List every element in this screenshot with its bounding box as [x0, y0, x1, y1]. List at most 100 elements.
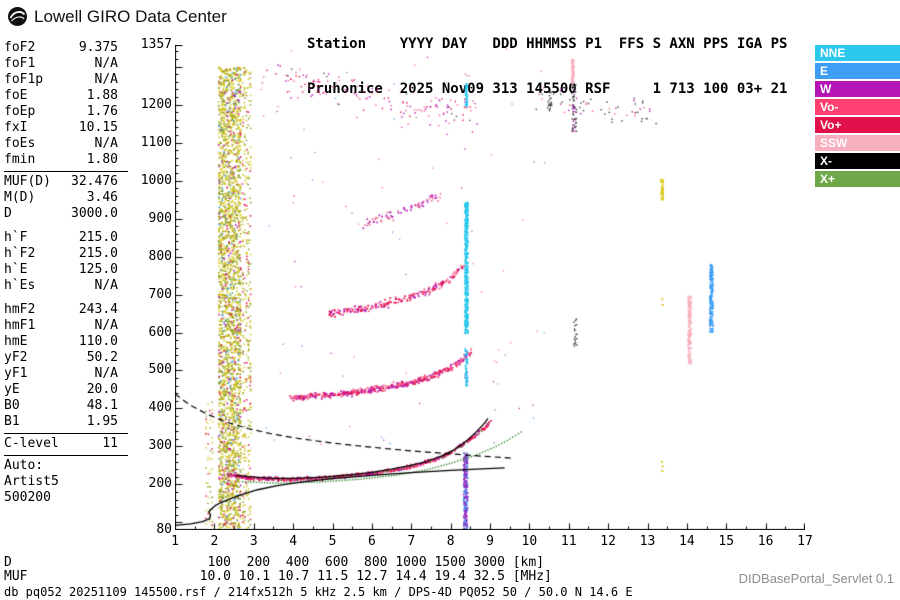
param-value: 1.95: [86, 414, 118, 429]
x-axis-label: 16: [757, 534, 774, 549]
param-separator: [4, 222, 128, 230]
param-row-fof2: foF2 9.375: [4, 40, 128, 56]
param-value: 1.80: [86, 152, 118, 167]
param-value: 215.0: [78, 230, 118, 245]
param-value: 3.46: [86, 190, 118, 205]
param-label: yF2: [4, 350, 28, 365]
param-label: 500200: [4, 490, 51, 505]
y-axis-label: 800: [148, 248, 172, 264]
x-axis-label: 15: [718, 534, 735, 549]
ionogram-canvas: [175, 45, 805, 530]
param-label: foF1: [4, 56, 36, 71]
y-axis-label: 700: [148, 286, 172, 302]
param-label: fxI: [4, 120, 28, 135]
param-label: Auto:: [4, 458, 44, 473]
x-axis-label: 1: [171, 534, 179, 549]
param-row-fmin: fmin 1.80: [4, 152, 128, 168]
y-axis-label: 1000: [140, 172, 172, 188]
x-axis-label: 12: [600, 534, 616, 549]
legend-item-x: X-: [815, 153, 900, 169]
y-axis-label: 1100: [140, 134, 172, 150]
param-label: M(D): [4, 190, 36, 205]
param-label: fmin: [4, 152, 36, 167]
param-row-artist5: Artist5: [4, 474, 128, 490]
param-row-md: M(D) 3.46: [4, 190, 128, 206]
x-axis-label: 4: [289, 534, 298, 549]
param-value: N/A: [94, 136, 118, 151]
param-value: N/A: [94, 72, 118, 87]
x-axis-label: 11: [560, 534, 577, 549]
param-label: foEs: [4, 136, 36, 151]
param-row-b1: B1 1.95: [4, 414, 128, 430]
x-axis-label: 5: [328, 534, 337, 549]
param-value: 243.4: [78, 302, 118, 317]
param-value: N/A: [94, 278, 118, 293]
x-axis-label: 2: [210, 534, 219, 549]
y-axis-label: 400: [148, 400, 172, 416]
param-row-b0: B0 48.1: [4, 398, 128, 414]
param-label: foE: [4, 88, 28, 103]
distance-row: D 100 200 400 600 800 1000 1500 3000 [km…: [4, 555, 545, 570]
param-separator: [4, 455, 128, 456]
param-row-hme: hmE 110.0: [4, 334, 128, 350]
x-axis-label: 8: [446, 534, 455, 549]
legend-item-x: X+: [815, 171, 900, 187]
param-row-yf2: yF2 50.2: [4, 350, 128, 366]
param-label: B1: [4, 414, 20, 429]
y-axis-label: 1357: [140, 37, 172, 52]
param-value: 10.15: [78, 120, 118, 135]
param-row-mufd: MUF(D) 32.476: [4, 174, 128, 190]
param-separator: [4, 433, 128, 434]
param-label: yE: [4, 382, 20, 397]
param-value: N/A: [94, 366, 118, 381]
x-axis-label: 6: [367, 534, 376, 549]
status-bar-info: db pq052 20251109 145500.rsf / 214fx512h…: [4, 585, 633, 599]
param-value: 110.0: [78, 334, 118, 349]
y-axis-label: 200: [148, 476, 172, 492]
param-row-foep: foEp 1.76: [4, 104, 128, 120]
param-value: 32.476: [71, 174, 118, 189]
y-axis-label: 1200: [140, 96, 172, 112]
param-row-clevel: C-level 11: [4, 436, 128, 452]
legend-item-nne: NNE: [815, 45, 900, 61]
param-label: h`E: [4, 262, 28, 277]
app-logo: Lowell GIRO Data Center: [7, 6, 227, 27]
x-axis-label: 17: [797, 534, 813, 549]
param-value: 50.2: [86, 350, 118, 365]
x-axis-label: 9: [486, 534, 494, 549]
giro-logo-icon: [8, 7, 27, 26]
param-label: h`Es: [4, 278, 36, 293]
x-axis-label: 3: [249, 534, 258, 549]
y-axis-label: 300: [148, 438, 172, 454]
polarization-legend: NNE E W Vo- Vo+ SSW X- X+: [815, 45, 900, 189]
y-axis-label: 900: [148, 210, 172, 226]
y-axis-label: 500: [148, 362, 172, 378]
param-row-fxi: fxI 10.15: [4, 120, 128, 136]
brand-title: Lowell GIRO Data Center: [34, 6, 227, 26]
param-separator: [4, 171, 128, 172]
param-label: hmF2: [4, 302, 36, 317]
param-row-he: h`E 125.0: [4, 262, 128, 278]
param-value: 20.0: [86, 382, 118, 397]
param-row-500200: 500200: [4, 490, 128, 506]
y-axis-label: 600: [148, 324, 172, 340]
param-label: foF2: [4, 40, 36, 55]
param-separator: [4, 294, 128, 302]
param-value: N/A: [94, 56, 118, 71]
param-row-d: D 3000.0: [4, 206, 128, 222]
param-label: foF1p: [4, 72, 44, 87]
param-label: B0: [4, 398, 20, 413]
param-row-hmf2: hmF2 243.4: [4, 302, 128, 318]
param-row-foe: foE 1.88: [4, 88, 128, 104]
legend-item-ssw: SSW: [815, 135, 900, 151]
param-row-yf1: yF1 N/A: [4, 366, 128, 382]
param-row-hmf1: hmF1 N/A: [4, 318, 128, 334]
param-label: C-level: [4, 436, 59, 451]
param-row-ye: yE 20.0: [4, 382, 128, 398]
x-axis-label: 7: [407, 534, 416, 549]
param-value: 48.1: [86, 398, 118, 413]
x-axis-label: 10: [521, 534, 538, 549]
param-label: D: [4, 206, 12, 221]
y-axis-label: 80: [156, 522, 172, 537]
param-value: N/A: [94, 318, 118, 333]
